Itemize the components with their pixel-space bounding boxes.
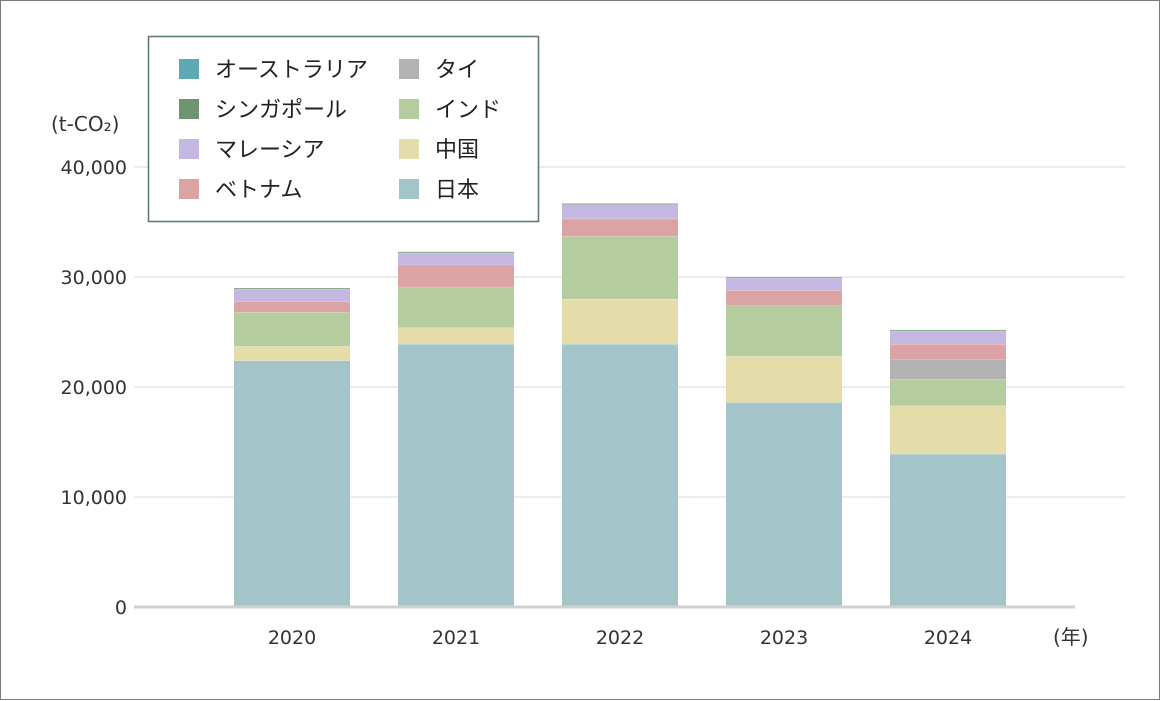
- legend-label: 日本: [435, 178, 479, 203]
- bar-segment: [398, 252, 514, 265]
- y-tick-label: 10,000: [61, 487, 127, 509]
- bar-segment: [562, 204, 678, 219]
- legend-swatch: [399, 99, 419, 119]
- bar-segment: [398, 327, 514, 345]
- bar-segment: [890, 359, 1006, 380]
- bar-segment: [562, 299, 678, 345]
- legend-box: [147, 35, 540, 223]
- x-tick-label: 2022: [596, 627, 644, 649]
- bar-segment: [890, 379, 1006, 406]
- bar-segment: [726, 277, 842, 279]
- y-tick-label: 40,000: [61, 157, 127, 179]
- legend-label: タイ: [435, 58, 479, 83]
- bar-segment: [562, 203, 678, 205]
- bar-segment: [890, 330, 1006, 345]
- bar-stacks: [234, 202, 1006, 607]
- x-tick-label: 2021: [432, 627, 480, 649]
- bar-segment: [234, 346, 350, 361]
- axes: 0 10,000 20,000 30,000 40,000 2020 2021 2022 202…: [61, 157, 1075, 649]
- bar-segment: [398, 286, 514, 328]
- y-tick-label: 20,000: [61, 377, 127, 399]
- legend-label: 中国: [435, 138, 479, 163]
- bar-segment: [562, 236, 678, 299]
- legend-swatch: [179, 139, 199, 159]
- bar-segment: [398, 344, 514, 607]
- legend-swatch: [179, 99, 199, 119]
- y-tick-label: 30,000: [61, 267, 127, 289]
- legend-label: オーストラリア: [215, 58, 368, 83]
- legend-swatch: [399, 59, 419, 79]
- x-axis-unit-label: (年): [1053, 625, 1089, 649]
- bar-segment: [234, 289, 350, 302]
- bar-segment: [234, 288, 350, 290]
- bar-segment: [726, 402, 842, 607]
- x-tick-label: 2024: [924, 627, 972, 649]
- x-tick-label: 2023: [760, 627, 808, 649]
- y-axis-unit-label: (t-CO₂): [51, 112, 119, 136]
- x-tick-label: 2020: [268, 627, 316, 649]
- bar-segment: [234, 301, 350, 313]
- bar-segment: [726, 290, 842, 306]
- legend-label: インド: [435, 98, 501, 123]
- bar-segment: [562, 218, 678, 237]
- bar-segment: [726, 278, 842, 291]
- bar-segment: [562, 344, 678, 607]
- bar-segment: [890, 405, 1006, 455]
- legend-swatch: [399, 179, 419, 199]
- legend-label: マレーシア: [215, 138, 325, 163]
- legend-swatch: [399, 139, 419, 159]
- bar-segment: [890, 454, 1006, 607]
- legend-label: シンガポール: [215, 98, 347, 123]
- bar-segment: [398, 251, 514, 253]
- legend-swatch: [179, 59, 199, 79]
- bar-segment: [726, 356, 842, 403]
- bar-segment: [726, 305, 842, 357]
- bar-segment: [890, 344, 1006, 360]
- bar-segment: [398, 264, 514, 287]
- y-tick-label: 0: [115, 597, 127, 619]
- legend-label: ベトナム: [215, 178, 302, 203]
- bar-segment: [234, 360, 350, 607]
- legend-swatch: [179, 179, 199, 199]
- bar-segment: [234, 312, 350, 347]
- bar-segment: [890, 329, 1006, 331]
